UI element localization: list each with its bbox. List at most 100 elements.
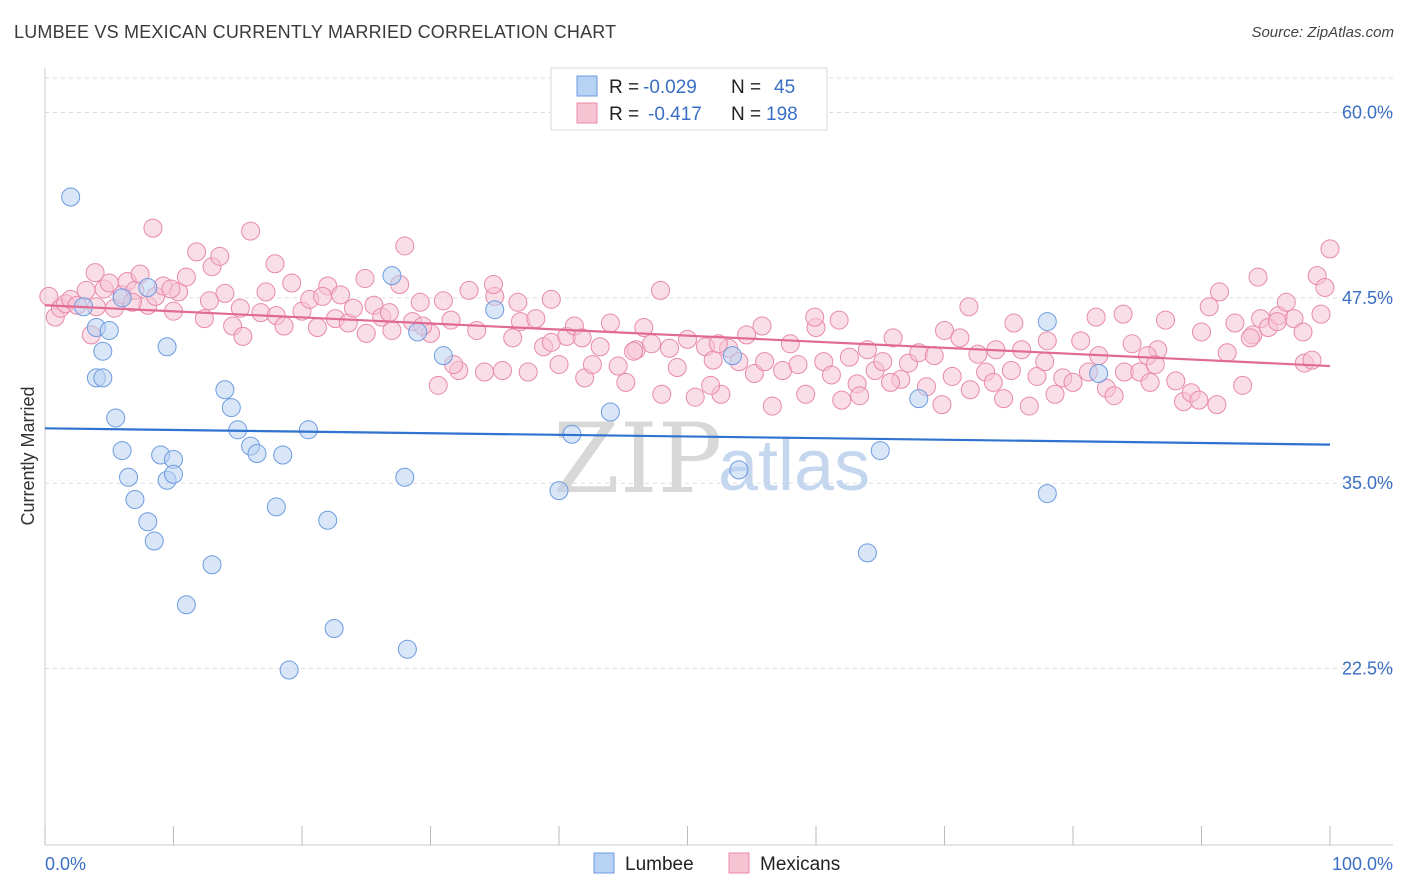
data-point: [251, 303, 271, 323]
data-point: [1293, 322, 1313, 342]
data-point: [729, 460, 749, 480]
data-point: [119, 467, 139, 487]
data-point: [395, 236, 415, 256]
data-point: [143, 218, 163, 238]
data-point: [1113, 304, 1133, 324]
data-point: [176, 595, 196, 615]
data-point: [642, 334, 662, 354]
data-point: [355, 269, 375, 289]
data-point: [343, 298, 363, 318]
data-point: [144, 531, 164, 551]
data-point: [829, 310, 849, 330]
data-point: [164, 464, 183, 484]
data-point: [324, 619, 344, 639]
data-point: [485, 300, 505, 320]
data-point: [651, 280, 671, 300]
data-point: [215, 283, 235, 303]
data-point: [1320, 239, 1340, 259]
data-point: [410, 292, 430, 312]
data-point: [1004, 313, 1024, 333]
y-tick-labels: 22.5% 35.0% 47.5% 60.0%: [1342, 102, 1393, 678]
data-point: [788, 355, 808, 375]
trend-line-mexicans: [44, 304, 1331, 368]
data-point: [1086, 307, 1106, 327]
data-point: [1037, 484, 1057, 504]
data-point: [870, 441, 890, 461]
data-point: [909, 389, 929, 409]
chart-title: LUMBEE VS MEXICAN CURRENTLY MARRIED CORR…: [14, 22, 617, 42]
data-point: [616, 372, 636, 392]
data-point: [857, 543, 877, 563]
data-point: [1276, 292, 1296, 312]
data-point: [428, 375, 448, 395]
data-point: [230, 298, 250, 318]
data-point: [76, 280, 96, 300]
data-point: [701, 375, 721, 395]
data-point: [356, 323, 376, 343]
data-point: [752, 316, 772, 336]
data-point: [942, 366, 962, 386]
data-point: [703, 350, 723, 370]
data-point: [935, 320, 954, 340]
data-point: [983, 372, 1003, 392]
data-point: [221, 398, 241, 418]
data-point: [678, 329, 697, 349]
data-point: [1035, 352, 1055, 372]
data-point: [318, 510, 338, 530]
y-tick-label: 35.0%: [1342, 473, 1393, 493]
data-point: [1209, 282, 1229, 302]
data-point: [313, 286, 333, 306]
data-point: [379, 303, 399, 323]
data-point: [1199, 297, 1219, 317]
data-point: [667, 358, 687, 378]
data-point: [503, 328, 523, 348]
data-point: [1037, 312, 1057, 332]
data-point: [433, 346, 453, 366]
data-point: [968, 344, 988, 364]
data-point: [298, 420, 318, 440]
data-point: [408, 322, 428, 342]
data-point: [1217, 343, 1237, 363]
data-point: [395, 467, 415, 487]
data-point: [1189, 390, 1209, 410]
data-point: [685, 387, 705, 407]
data-point: [1166, 371, 1186, 391]
data-point: [549, 355, 569, 375]
data-point: [112, 288, 132, 308]
data-point: [307, 317, 327, 337]
data-point: [382, 266, 402, 286]
watermark-zip: ZIP: [553, 403, 722, 515]
data-point: [256, 282, 276, 302]
data-point: [1089, 363, 1109, 383]
data-point: [492, 360, 512, 380]
data-point: [433, 291, 453, 311]
data-point: [282, 273, 302, 293]
data-point: [518, 362, 538, 382]
data-point: [1315, 277, 1335, 297]
data-point: [1037, 331, 1057, 351]
data-point: [832, 390, 852, 410]
data-point: [274, 316, 294, 336]
data-point: [106, 408, 126, 428]
chart-source: Source: ZipAtlas.com: [1251, 24, 1394, 41]
data-point: [199, 291, 219, 311]
data-point: [932, 395, 952, 415]
data-point: [1267, 312, 1287, 332]
data-point: [821, 365, 841, 385]
x-tick-marks: [44, 826, 1331, 845]
data-point: [99, 320, 119, 340]
legend-r-label-mexicans: R =: [609, 104, 639, 125]
legend-swatch-lumbee: [576, 75, 598, 97]
legend-n-value-mexicans: 198: [766, 104, 798, 125]
trend-line-lumbee: [44, 427, 1331, 446]
data-point: [61, 187, 81, 207]
trend-lines: [44, 304, 1331, 446]
data-point: [780, 334, 800, 354]
data-point: [467, 320, 487, 340]
data-point: [600, 402, 620, 422]
data-point: [93, 341, 113, 361]
data-point: [796, 384, 816, 404]
data-point: [382, 320, 402, 340]
data-point: [624, 341, 644, 361]
legend-n-label-mexicans: N =: [731, 104, 761, 125]
